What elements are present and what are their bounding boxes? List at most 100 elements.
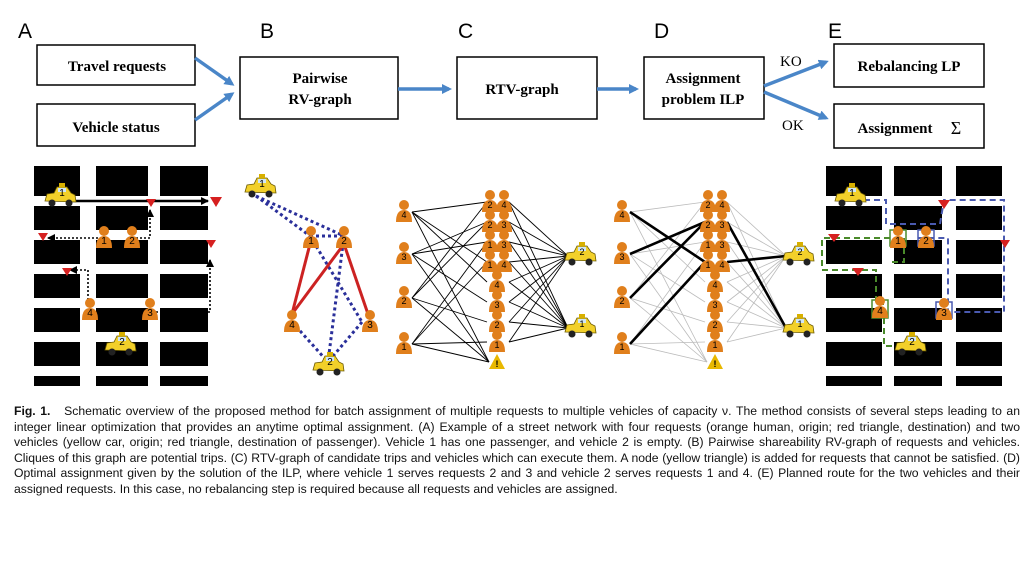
- request-trip-edge: [412, 212, 487, 282]
- person-icon-trip-14-number: 1: [705, 260, 710, 270]
- req4-number-e: 4: [877, 306, 883, 317]
- person-icon-trip-23-b-number: 3: [719, 220, 724, 230]
- trip-vehicle-edge: [509, 222, 568, 256]
- req3-number-e: 3: [941, 308, 947, 319]
- taxi-icon-vehicle1-number: 1: [579, 319, 584, 329]
- person-icon-trip-3-number: 3: [712, 300, 717, 310]
- person-icon-trip-13-number: 1: [487, 240, 492, 250]
- rebalancing-lp-label: Rebalancing LP: [858, 59, 961, 75]
- req1-number-e: 1: [895, 236, 901, 247]
- person-icon-trip-14-number: 1: [487, 260, 492, 270]
- request-unassigned-edge: [630, 344, 707, 362]
- request-unassigned-edge: [412, 344, 489, 362]
- request-unassigned-edge: [412, 212, 489, 362]
- trip-vehicle-edge: [727, 328, 786, 342]
- request-trip-edge: [412, 254, 487, 302]
- trip-vehicle-edge: [509, 322, 568, 328]
- request-trip-edge: [630, 202, 705, 212]
- taxi-icon-vehicle2-number: 2: [797, 247, 802, 257]
- unassigned-triangle-icon-mark: !: [496, 359, 499, 369]
- assignment-label-line1: Assignment: [665, 71, 740, 87]
- rtv-graph-label: RTV-graph: [485, 82, 559, 98]
- panel-letter-a: A: [18, 20, 32, 43]
- person-icon-req2-number: 2: [401, 296, 406, 306]
- person-icon-trip-2-number: 2: [494, 320, 499, 330]
- req4-number-b: 4: [289, 320, 295, 331]
- trip-vehicle-edge: [727, 322, 786, 328]
- flow-boxes: Travel requests Vehicle status Pairwise …: [37, 44, 984, 148]
- assignment-out-label: Assignment: [857, 121, 932, 137]
- trip-vehicle-edge: [509, 256, 568, 262]
- travel-requests-label: Travel requests: [68, 59, 166, 75]
- person-icon-trip-4-number: 4: [712, 280, 717, 290]
- assignment-label-line2: problem ILP: [662, 92, 745, 108]
- person-icon-trip-14-b-number: 4: [501, 260, 506, 270]
- req1-number-b: 1: [308, 236, 314, 247]
- figure: A B C D E Travel requests Vehicle status…: [0, 0, 1033, 400]
- selected-request-trip-edge: [630, 262, 705, 344]
- req2-number-b: 2: [341, 236, 347, 247]
- panel-a-street-map: 1 2 4 3 1 2: [34, 166, 222, 386]
- request-trip-edge: [412, 242, 487, 254]
- pairwise-label-line2: RV-graph: [288, 92, 352, 108]
- request-trip-edge: [412, 262, 487, 344]
- veh1-number-e: 1: [849, 188, 855, 199]
- panel-letter-d: D: [654, 20, 669, 43]
- veh2-number-a: 2: [119, 337, 125, 348]
- unassigned-triangle-icon-mark: !: [714, 359, 717, 369]
- trip-vehicle-edge: [509, 202, 568, 256]
- veh2-number-b: 2: [327, 357, 333, 368]
- person-icon-trip-23-number: 2: [487, 220, 492, 230]
- caption-label: Fig. 1.: [14, 404, 50, 418]
- panel-letter-b: B: [260, 20, 274, 43]
- person-icon-req4-number: 4: [401, 210, 406, 220]
- vehicle-status-label: Vehicle status: [72, 120, 160, 136]
- selected-trip-vehicle-edge: [727, 256, 786, 262]
- person-icon-trip-14-b-number: 4: [719, 260, 724, 270]
- person-icon-trip-1-number: 1: [494, 340, 499, 350]
- req1-number-a: 1: [101, 236, 107, 247]
- person-icon-trip-1-number: 1: [712, 340, 717, 350]
- ko-label: KO: [780, 54, 802, 70]
- sigma-symbol: Σ: [951, 118, 961, 138]
- request-trip-edge: [412, 202, 487, 212]
- trip-vehicle-edge: [727, 242, 786, 256]
- taxi-icon-vehicle1-number: 1: [797, 319, 802, 329]
- veh1-number-a: 1: [59, 188, 65, 199]
- rv-red-edges: [292, 244, 368, 314]
- selected-request-trip-edge: [630, 222, 705, 254]
- caption-text: Schematic overview of the proposed metho…: [14, 404, 1020, 496]
- pairwise-rv-box: [240, 57, 398, 119]
- request-trip-edge: [412, 298, 487, 322]
- person-icon-trip-24-b-number: 4: [719, 200, 724, 210]
- person-icon-trip-24-b-number: 4: [501, 200, 506, 210]
- panel-e-route-map: 1 2 4 3 1 2: [822, 166, 1010, 386]
- trip-vehicle-edge: [727, 202, 786, 328]
- panel-d-assignment: 43212 42 31 31 44321!21: [614, 190, 814, 369]
- person-icon-req1-number: 1: [401, 342, 406, 352]
- trip-vehicle-edge: [727, 202, 786, 256]
- request-trip-edge: [412, 212, 487, 262]
- req2-number-e: 2: [923, 236, 929, 247]
- veh2-number-e: 2: [909, 337, 915, 348]
- panel-c-rtv-graph: 43212 42 31 31 44321!21: [396, 190, 596, 369]
- person-icon-trip-13-b-number: 3: [719, 240, 724, 250]
- pairwise-label-line1: Pairwise: [293, 71, 348, 87]
- req4-number-a: 4: [87, 308, 93, 319]
- person-icon-trip-23-b-number: 3: [501, 220, 506, 230]
- trip-vehicle-edge: [509, 202, 568, 328]
- req3-number-b: 3: [367, 320, 373, 331]
- request-trip-edge: [412, 202, 487, 298]
- taxi-icon-vehicle2-number: 2: [579, 247, 584, 257]
- request-trip-edge: [412, 222, 487, 254]
- panel-letter-c: C: [458, 20, 473, 43]
- person-icon-trip-13-number: 1: [705, 240, 710, 250]
- person-icon-req3-number: 3: [401, 252, 406, 262]
- rv-blue-edges: [256, 196, 362, 362]
- req2-number-a: 2: [129, 236, 135, 247]
- veh1-number-b: 1: [259, 179, 265, 190]
- trip-vehicle-edge: [509, 242, 568, 256]
- person-icon-trip-3-number: 3: [494, 300, 499, 310]
- person-icon-trip-24-number: 2: [705, 200, 710, 210]
- person-icon-trip-23-number: 2: [705, 220, 710, 230]
